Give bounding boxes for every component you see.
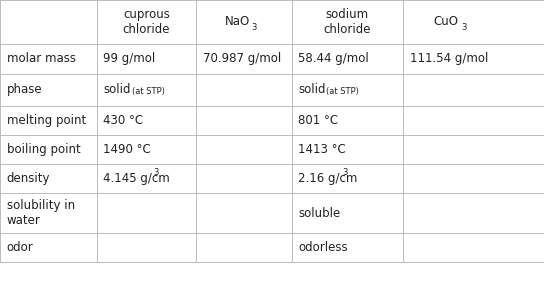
Text: CuO: CuO	[434, 15, 459, 28]
Text: odor: odor	[7, 241, 33, 254]
Text: 111.54 g/mol: 111.54 g/mol	[410, 52, 488, 65]
Text: solid: solid	[298, 83, 326, 96]
Text: 4.145 g/cm: 4.145 g/cm	[103, 172, 170, 185]
Text: NaO: NaO	[225, 15, 250, 28]
Text: 3: 3	[251, 23, 256, 31]
Text: melting point: melting point	[7, 114, 86, 127]
Text: odorless: odorless	[298, 241, 348, 254]
Text: 1490 °C: 1490 °C	[103, 143, 151, 156]
Text: 70.987 g/mol: 70.987 g/mol	[203, 52, 281, 65]
Text: (at STP): (at STP)	[132, 87, 164, 96]
Text: (at STP): (at STP)	[326, 87, 359, 96]
Text: 3: 3	[153, 168, 159, 177]
Text: 430 °C: 430 °C	[103, 114, 144, 127]
Text: 3: 3	[343, 168, 348, 177]
Text: 1413 °C: 1413 °C	[298, 143, 346, 156]
Text: 58.44 g/mol: 58.44 g/mol	[298, 52, 369, 65]
Text: cuprous
chloride: cuprous chloride	[123, 8, 170, 36]
Text: solubility in
water: solubility in water	[7, 199, 75, 227]
Text: 3: 3	[461, 23, 466, 31]
Text: solid: solid	[103, 83, 131, 96]
Text: soluble: soluble	[298, 207, 341, 220]
Text: sodium
chloride: sodium chloride	[324, 8, 371, 36]
Text: boiling point: boiling point	[7, 143, 81, 156]
Text: density: density	[7, 172, 50, 185]
Text: phase: phase	[7, 83, 42, 96]
Text: 801 °C: 801 °C	[298, 114, 338, 127]
Text: 99 g/mol: 99 g/mol	[103, 52, 156, 65]
Text: molar mass: molar mass	[7, 52, 76, 65]
Text: 2.16 g/cm: 2.16 g/cm	[298, 172, 357, 185]
